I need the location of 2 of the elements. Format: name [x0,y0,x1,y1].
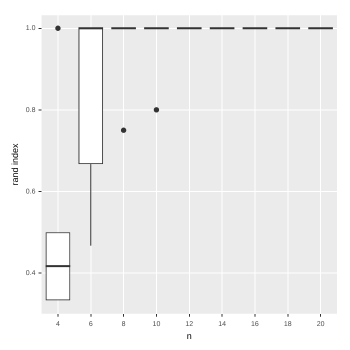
x-axis-title: n [186,331,192,342]
y-axis-title: rand index [10,142,20,186]
